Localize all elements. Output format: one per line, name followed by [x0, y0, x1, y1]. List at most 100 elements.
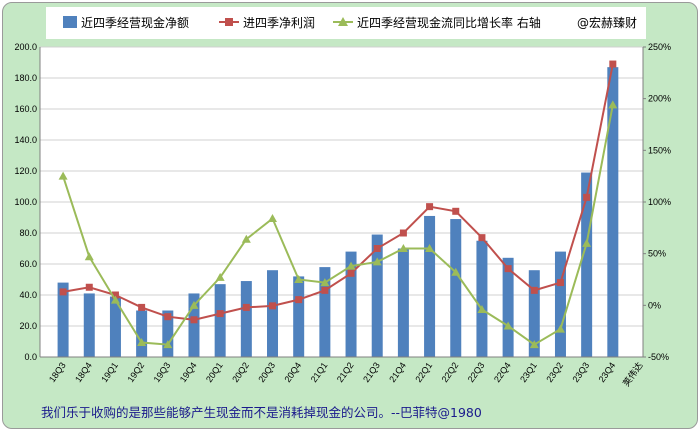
profit-point: [321, 286, 329, 294]
x-tick-label: 21Q1: [309, 360, 330, 384]
legend-label-growth: 近四季经营现金流同比增长率 右轴: [357, 15, 541, 30]
profit-point: [530, 286, 538, 294]
growth-point: [215, 272, 225, 281]
bar: [397, 248, 409, 357]
y-left-tick-label: 100.0: [14, 197, 37, 207]
growth-point: [372, 257, 382, 266]
x-tick-label: 22Q2: [440, 360, 461, 384]
author-label: 荚伟达: [620, 360, 645, 388]
growth-point: [582, 238, 592, 247]
growth-point: [163, 340, 173, 349]
bar: [502, 257, 514, 357]
profit-point: [242, 303, 250, 311]
growth-point: [189, 300, 199, 309]
profit-point: [164, 313, 172, 321]
x-tick-label: 18Q3: [47, 360, 68, 384]
bar: [607, 67, 619, 358]
x-tick-label: 20Q4: [282, 360, 303, 384]
y-left-tick-label: 140.0: [14, 135, 37, 145]
bar: [136, 310, 148, 357]
legend-swatch-bar: [63, 16, 77, 28]
gridlines: [40, 46, 643, 358]
y-right-tick-label: 150%: [648, 145, 671, 155]
legend-label-profit: 进四季净利润: [243, 16, 315, 30]
bar: [581, 172, 593, 357]
growth-point: [608, 100, 618, 109]
profit-point: [269, 302, 277, 310]
growth-point: [346, 261, 356, 270]
line-series: [58, 60, 618, 349]
profit-point: [583, 193, 591, 201]
growth-point: [555, 324, 565, 333]
x-tick-label: 22Q1: [413, 360, 434, 384]
y-right-tick-label: 250%: [648, 42, 671, 52]
x-tick-label: 19Q2: [125, 360, 146, 384]
bar: [528, 270, 540, 357]
profit-point: [452, 207, 460, 215]
legend-watermark: @宏赫臻财: [577, 15, 637, 30]
x-tick-label: 19Q3: [152, 360, 173, 384]
x-tick-label: 21Q3: [361, 360, 382, 384]
x-tick-label: 23Q4: [597, 360, 618, 384]
profit-point: [59, 288, 67, 296]
growth-point: [137, 338, 147, 347]
y-right-tick-label: 0%: [648, 300, 661, 310]
bar: [450, 219, 462, 357]
bar: [214, 284, 226, 357]
profit-point: [504, 265, 512, 273]
y-right-tick-label: 200%: [648, 94, 671, 104]
y-left-tick-label: 20.0: [19, 321, 37, 331]
x-tick-label: 22Q3: [466, 360, 487, 384]
growth-point: [425, 244, 435, 252]
x-tick-label: 23Q1: [518, 360, 539, 384]
y-right-tick-label: 100%: [648, 197, 671, 207]
legend-marker-profit: [225, 18, 233, 26]
bar: [240, 281, 252, 357]
bar: [424, 215, 436, 357]
y-left-tick-label: 120.0: [14, 166, 37, 176]
bar: [188, 293, 200, 357]
profit-point: [295, 296, 303, 304]
profit-point: [556, 279, 564, 287]
growth-point: [110, 295, 120, 304]
right-axis: -50% 0% 50% 100% 150% 200% 250%: [642, 42, 671, 362]
profit-point: [426, 203, 434, 211]
bar: [476, 240, 488, 357]
growth-point: [451, 267, 461, 276]
profit-point: [138, 303, 146, 311]
y-right-tick-label: 50%: [648, 249, 666, 259]
growth-point: [320, 278, 330, 287]
y-left-tick-label: 180.0: [14, 73, 37, 83]
chart: 0.0 20.0 40.0 60.0 80.0 100.0 120.0 140.0 160.0 1…: [14, 7, 671, 420]
bar: [57, 282, 69, 357]
x-tick-label: 23Q3: [570, 360, 591, 384]
growth-point: [268, 214, 278, 223]
y-left-tick-label: 40.0: [19, 290, 37, 300]
bar: [267, 270, 279, 357]
x-tick-label: 22Q4: [492, 360, 513, 384]
buffett-quote: 我们乐于收购的是那些能够产生现金而不是消耗掉现金的公司。--巴菲特@1980: [41, 405, 482, 420]
profit-point: [190, 316, 198, 324]
bar-series: [57, 67, 619, 358]
x-tick-label: 20Q3: [256, 360, 277, 384]
bar: [319, 267, 331, 357]
growth-point: [398, 244, 408, 252]
y-left-tick-label: 60.0: [19, 259, 37, 269]
bar: [293, 276, 305, 357]
y-right-tick-label: -50%: [648, 352, 669, 362]
x-tick-label: 20Q2: [230, 360, 251, 384]
x-tick-label: 20Q1: [204, 360, 225, 384]
bar: [162, 310, 174, 357]
x-tick-label: 23Q2: [544, 360, 565, 384]
bar: [554, 251, 566, 357]
x-tick-label: 19Q4: [178, 360, 199, 384]
profit-point: [216, 310, 224, 318]
growth-point: [58, 171, 68, 180]
x-tick-label: 18Q4: [73, 360, 94, 384]
bar: [371, 234, 383, 357]
growth-line: [62, 104, 614, 346]
x-axis: 18Q3 18Q4 19Q1 19Q2 19Q3 19Q4 20Q1 20Q2 20Q3 20Q4…: [40, 356, 645, 388]
profit-point: [111, 291, 119, 299]
profit-point: [609, 60, 617, 68]
